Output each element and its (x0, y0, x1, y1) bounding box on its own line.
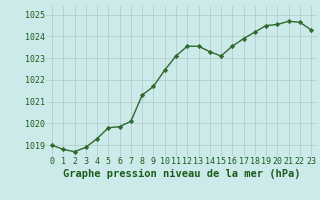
X-axis label: Graphe pression niveau de la mer (hPa): Graphe pression niveau de la mer (hPa) (63, 169, 300, 179)
